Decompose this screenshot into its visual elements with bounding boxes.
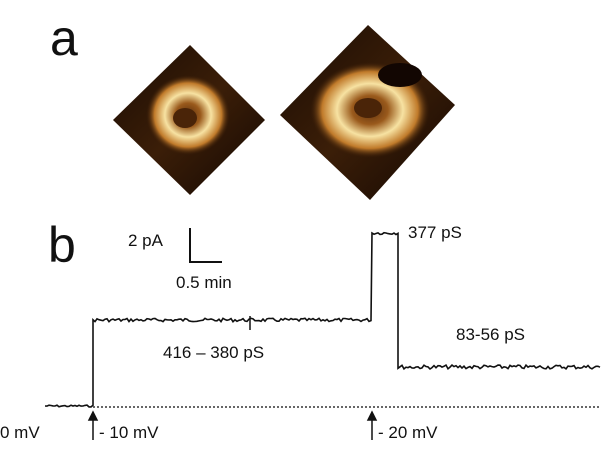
figure: a b 2 pA 0.5 min 416 – 380 pS 377 pS 83-… bbox=[0, 0, 614, 444]
voltage-label: - 10 mV bbox=[99, 423, 159, 442]
voltage-label: - 20 mV bbox=[378, 423, 438, 442]
scale-bar bbox=[190, 228, 222, 262]
annotation: 377 pS bbox=[408, 223, 462, 242]
scale-label: 0.5 min bbox=[176, 273, 232, 292]
scale-label: 2 pA bbox=[128, 231, 164, 250]
afm-image bbox=[113, 45, 265, 195]
annotation: 416 – 380 pS bbox=[163, 343, 264, 362]
afm-image bbox=[280, 25, 455, 200]
panel-label: a bbox=[50, 10, 78, 66]
current-trace bbox=[45, 233, 600, 407]
voltage-label: 0 mV bbox=[0, 423, 40, 442]
annotation: 83-56 pS bbox=[456, 325, 525, 344]
panel-label: b bbox=[48, 217, 76, 273]
